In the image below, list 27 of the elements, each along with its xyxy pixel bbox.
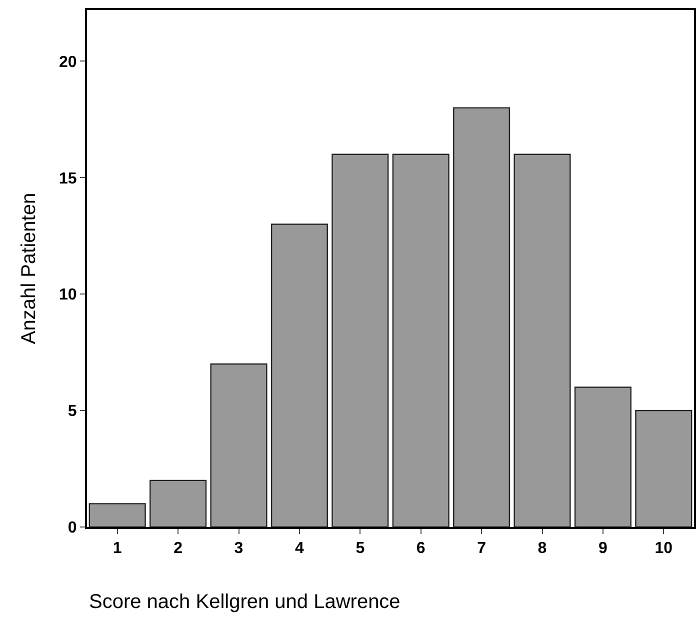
bar [150,480,207,527]
x-tick-label: 9 [598,540,608,558]
bar [270,224,328,527]
bar [210,363,268,527]
x-tick-label: 10 [654,540,673,558]
y-tick-label: 10 [59,286,77,304]
x-tick-label: 8 [538,540,547,558]
x-tick-label: 4 [294,540,304,558]
bar [88,503,146,527]
bar [514,154,571,527]
y-tick-label: 0 [68,520,77,537]
bar [574,386,632,527]
y-tick-label: 20 [59,54,77,71]
x-tick-label: 6 [416,540,426,558]
x-tick-label: 5 [356,540,365,558]
x-tick-label: 2 [174,540,183,558]
bar [392,154,450,527]
y-tick-label: 5 [68,403,77,420]
x-tick-label: 3 [234,540,244,558]
bar [332,154,389,527]
x-tick-label: 7 [477,540,486,558]
y-tick-label: 15 [59,170,77,188]
y-axis-title: Anzahl Patienten [18,192,40,344]
x-tick-label: 1 [112,540,122,558]
bar [635,410,692,527]
bar [453,107,510,527]
x-axis-title: Score nach Kellgren und Lawrence [89,591,400,613]
